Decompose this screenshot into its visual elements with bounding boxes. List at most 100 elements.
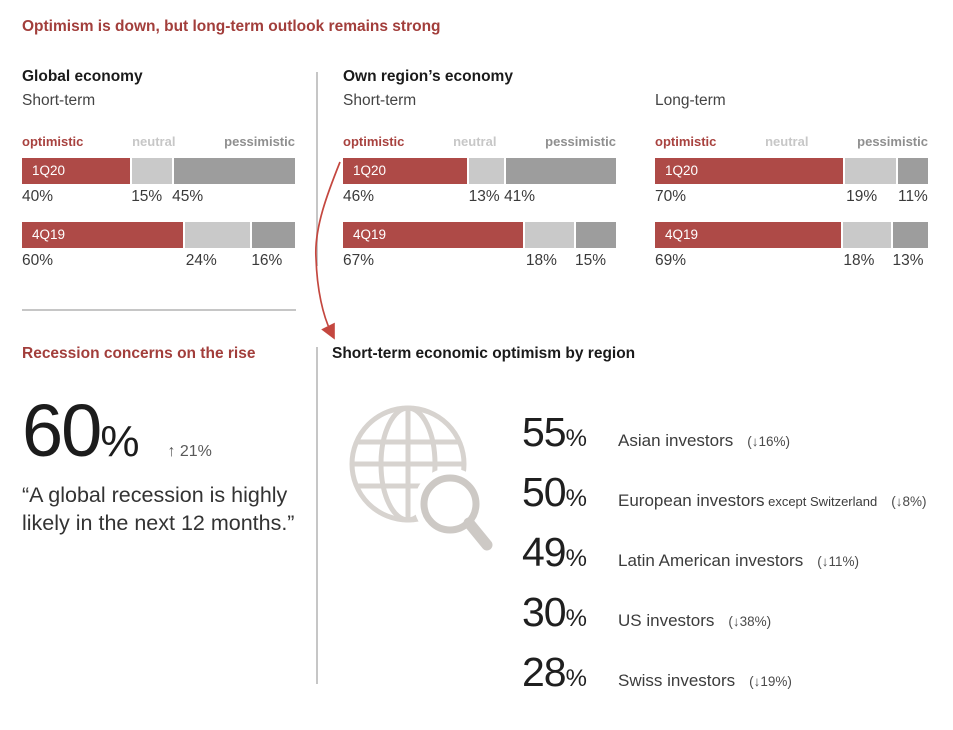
legend-neutral: neutral (132, 134, 176, 149)
region-value-percent-sign: % (565, 425, 587, 452)
vertical-divider-top (316, 72, 318, 266)
region-value-number: 50 (522, 469, 567, 515)
bar-segment-optimistic: 4Q19 (22, 222, 184, 248)
bar-segment-optimistic: 1Q20 (655, 158, 844, 184)
bar-segment-optimistic: 1Q20 (22, 158, 130, 184)
bar-period-label: 4Q19 (665, 227, 699, 242)
legend-pessimistic: pessimistic (545, 134, 616, 149)
bar-row-1Q20: 1Q20 (655, 158, 928, 184)
chart-group-heading: Global economy (22, 68, 143, 85)
region-list: 55% Asian investors (↓16%) 50% European inve… (522, 402, 947, 702)
bar-segment-optimistic: 1Q20 (343, 158, 467, 184)
bar-segment-pessimistic (575, 222, 616, 248)
bar-period-label: 1Q20 (32, 163, 66, 178)
bar-segment-pessimistic (898, 158, 928, 184)
chart-subtitle: Short-term (22, 92, 96, 109)
bar-segment-neutral (842, 222, 892, 248)
bar-segment-pessimistic (893, 222, 928, 248)
bar-segment-pessimistic (505, 158, 616, 184)
bar-period-label: 4Q19 (32, 227, 66, 242)
vertical-divider-bottom (316, 347, 318, 684)
region-row: 49% Latin American investors (↓11%) (522, 522, 947, 582)
region-value: 30% (522, 582, 618, 649)
bar-period-label: 1Q20 (665, 163, 699, 178)
region-delta: (↓19%) (749, 674, 792, 689)
bar-value-row: 60% 24% 16% (22, 252, 295, 272)
bar-value-row: 70% 19% 11% (655, 188, 928, 208)
bar-segment-optimistic: 4Q19 (655, 222, 841, 248)
bar-value-neutral: 15% (131, 188, 163, 205)
bar-value-optimistic: 46% (343, 188, 375, 205)
bar-segment-neutral (845, 158, 897, 184)
region-delta: (↓38%) (728, 614, 772, 629)
chart-legend: optimistic neutral pessimistic (655, 134, 928, 149)
bar-row-1Q20: 1Q20 (343, 158, 616, 184)
bar-value-row: 46% 13% 41% (343, 188, 616, 208)
bar-value-row: 67% 18% 15% (343, 252, 616, 272)
bar-row-4Q19: 4Q19 (343, 222, 616, 248)
region-label: US investors (618, 611, 715, 630)
bar-value-pessimistic: 41% (504, 188, 536, 205)
bar-value-optimistic: 70% (655, 188, 687, 205)
bar-value-neutral: 18% (525, 252, 557, 269)
recession-delta: ↑ 21% (167, 443, 212, 460)
region-label: European investors (618, 491, 765, 510)
region-value: 49% (522, 522, 618, 589)
region-label: Swiss investors (618, 671, 736, 690)
chart-column-global-short-term: Global economy Short-term optimistic neutra… (22, 68, 296, 280)
page-title: Optimism is down, but long-term outlook … (22, 18, 441, 35)
bar-value-pessimistic: 13% (892, 252, 924, 269)
region-value-percent-sign: % (565, 485, 587, 512)
chart-subtitle: Long-term (655, 92, 726, 109)
bar-value-row: 69% 18% 13% (655, 252, 928, 272)
region-delta: (↓11%) (817, 554, 859, 569)
legend-neutral: neutral (765, 134, 809, 149)
recession-quote: “A global recession is highly likely in … (22, 481, 294, 537)
bar-segment-pessimistic (173, 158, 295, 184)
region-row: 50% European investors except Switzerland… (522, 462, 947, 522)
region-heading: Short-term economic optimism by region (332, 345, 636, 362)
bar-segment-neutral (185, 222, 250, 248)
bar-value-pessimistic: 45% (172, 188, 204, 205)
region-value-number: 28 (522, 649, 567, 695)
chart-column-own-region-short-term: Own region’s economy Short-term optimistic… (343, 68, 616, 280)
region-label: Asian investors (618, 431, 734, 450)
bar-value-pessimistic: 11% (897, 188, 928, 205)
region-value-percent-sign: % (565, 665, 587, 692)
region-value-percent-sign: % (565, 605, 587, 632)
bar-value-row: 40% 15% 45% (22, 188, 295, 208)
region-value-number: 30 (522, 589, 567, 635)
bar-segment-neutral (468, 158, 504, 184)
region-delta: (↓8%) (891, 494, 927, 509)
region-value-number: 49 (522, 529, 567, 575)
bar-period-label: 1Q20 (353, 163, 387, 178)
region-value: 28% (522, 642, 618, 709)
region-row: 55% Asian investors (↓16%) (522, 402, 947, 462)
region-value: 50% (522, 462, 618, 529)
region-label: Latin American investors (618, 551, 804, 570)
region-row: 30% US investors (↓38%) (522, 582, 947, 642)
bar-row-4Q19: 4Q19 (655, 222, 928, 248)
bar-segment-neutral (131, 158, 172, 184)
globe-magnifier-icon (349, 405, 493, 551)
recession-quote-line2: likely in the next 12 months.” (22, 511, 295, 535)
bar-value-optimistic: 69% (655, 252, 687, 269)
bar-value-pessimistic: 16% (251, 252, 283, 269)
chart-legend: optimistic neutral pessimistic (22, 134, 295, 149)
bar-row-1Q20: 1Q20 (22, 158, 295, 184)
chart-subtitle: Short-term (343, 92, 417, 109)
legend-pessimistic: pessimistic (857, 134, 928, 149)
bar-segment-optimistic: 4Q19 (343, 222, 524, 248)
legend-optimistic: optimistic (343, 134, 405, 149)
bar-period-label: 4Q19 (353, 227, 387, 242)
chart-group-heading: Own region’s economy (343, 68, 513, 85)
chart-column-own-region-long-term: Long-term optimistic neutral pessimistic 1Q2… (655, 68, 928, 280)
bar-value-neutral: 18% (843, 252, 875, 269)
legend-optimistic: optimistic (655, 134, 717, 149)
recession-stat: 60% ↑ 21% (22, 392, 212, 491)
bar-value-optimistic: 40% (22, 188, 54, 205)
region-value-percent-sign: % (565, 545, 587, 572)
recession-percent-sign: % (100, 417, 140, 466)
legend-optimistic: optimistic (22, 134, 84, 149)
